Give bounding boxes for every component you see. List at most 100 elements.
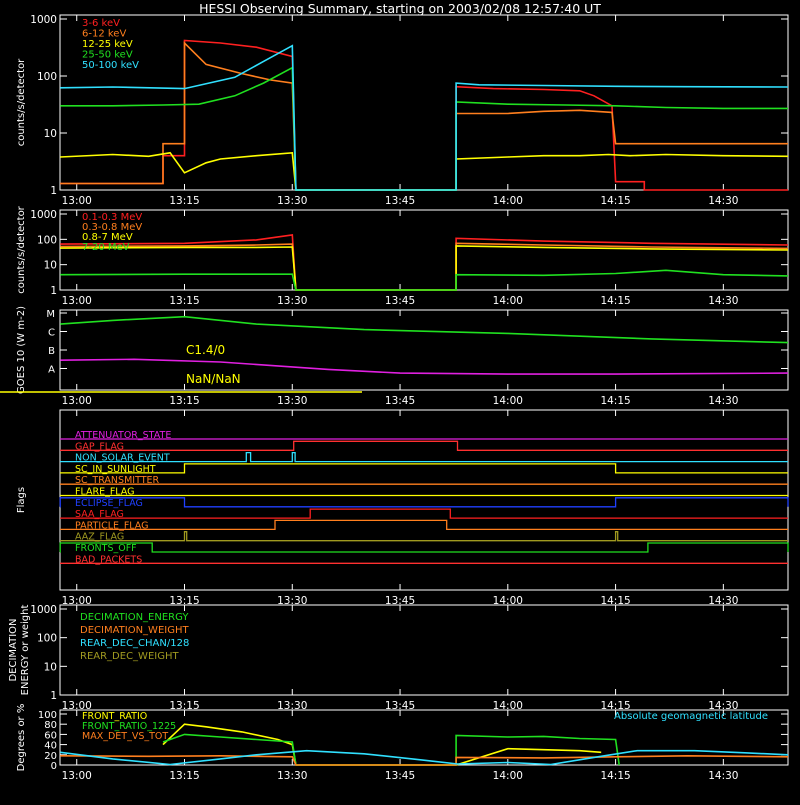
x-tick-label: 13:15 [169,700,199,712]
y-tick-label: 1 [50,185,57,197]
x-tick-label: 13:30 [277,395,307,407]
flag-line-8 [60,519,788,531]
flag-line-9 [60,531,788,542]
x-tick-label: 14:15 [600,395,630,407]
low-legend-1: 6-12 keV [82,29,126,40]
y-tick-label: 80 [44,720,57,731]
flag-line-2 [60,451,788,463]
ylabel-countrate-low: counts/s/detector [16,58,27,146]
flag-label-6: ECLIPSE_FLAG [75,498,143,509]
low-legend-0: 3-6 keV [82,18,120,29]
flag-label-4: SC_TRANSMITTER [75,475,160,486]
y-tick-label: B [48,346,55,357]
y-tick-label: 40 [44,741,57,752]
flag-line-10 [59,542,789,553]
ratio-legend-2: MAX_DET_VS_TOT [82,731,168,742]
series-goes-1 [60,358,789,375]
x-tick-label: 13:45 [385,700,415,712]
y-tick-label: 100 [37,633,57,645]
flag-label-2: NON_SOLAR_EVENT [75,453,170,464]
flag-line-7 [60,508,788,519]
series-ratio-3 [60,749,789,766]
flag-line-6 [59,497,789,508]
y-tick-label: M [46,309,55,320]
x-tick-label: 14:30 [708,295,738,307]
x-tick-label: 14:00 [493,195,523,207]
x-tick-label: 13:30 [277,700,307,712]
x-tick-label: 14:00 [493,770,523,782]
flag-label-0: ATTENUATOR_STATE [75,430,171,441]
y-tick-label: 0 [51,761,57,772]
series-high-0 [60,233,789,291]
series-goes-0 [60,315,789,344]
x-tick-label: 13:00 [62,700,92,712]
x-tick-label: 14:00 [493,295,523,307]
x-tick-label: 14:30 [708,195,738,207]
x-tick-label: 13:45 [385,295,415,307]
y-tick-label: 10 [44,260,57,272]
x-tick-label: 13:00 [62,395,92,407]
x-tick-label: 13:15 [169,395,199,407]
series-ratio-0 [162,723,602,766]
low-legend-2: 12-25 keV [82,39,133,50]
ylabel-decimation-2: ENERGY or weight [20,605,31,696]
y-tick-label: 1 [50,690,57,702]
x-tick-label: 13:45 [385,595,415,607]
series-high-2 [60,245,789,291]
decimation-legend-2: REAR_DEC_CHAN/128 [80,638,189,649]
flag-label-11: BAD_PACKETS [75,554,142,565]
y-tick-label: 20 [44,751,57,762]
ylabel-goes: GOES 10 (W m-2) [16,306,27,394]
series-low-2 [60,151,789,191]
panel-frame-1 [59,14,789,191]
x-tick-label: 14:30 [708,595,738,607]
panel-frame-5 [59,604,789,696]
flag-label-7: SAA_FLAG [75,509,124,520]
x-tick-label: 14:15 [600,195,630,207]
flag-label-10: FRONTS_OFF [75,543,137,554]
flag-label-5: FLARE_FLAG [75,487,135,498]
flag-label-3: SC_IN_SUNLIGHT [75,464,156,475]
y-tick-label: 60 [44,730,57,741]
ratio-legend-0: FRONT_RATIO [82,711,147,722]
high-legend-1: 0.3-0.8 MeV [82,222,142,233]
flag-label-8: PARTICLE_FLAG [75,520,148,531]
low-legend-4: 50-100 keV [82,60,139,71]
high-legend-2: 0.8-7 MeV [82,232,133,243]
x-tick-label: 14:30 [708,770,738,782]
y-tick-label: 10 [44,661,57,673]
goes-annotation-nan: NaN/NaN [186,372,241,386]
x-tick-label: 14:30 [708,395,738,407]
y-tick-label: 1000 [30,14,57,26]
ratio-legend-latitude: Absolute geomagnetic latitude [614,711,768,722]
x-tick-label: 13:15 [169,595,199,607]
y-tick-label: C [48,328,55,339]
chart-title: HESSI Observing Summary, starting on 200… [199,1,601,16]
y-tick-label: A [48,365,55,376]
x-tick-label: 13:30 [277,195,307,207]
flag-line-3 [60,463,788,474]
x-tick-label: 13:15 [169,770,199,782]
goes-annotation-class: C1.4/0 [186,343,225,357]
flag-label-1: GAP_FLAG [75,441,124,452]
y-tick-label: 1000 [30,604,57,616]
x-tick-label: 13:30 [277,295,307,307]
x-tick-label: 13:45 [385,195,415,207]
ylabel-decimation-1: DECIMATION [8,618,19,681]
x-tick-label: 13:15 [169,195,199,207]
series-high-3 [60,269,789,291]
x-tick-label: 13:00 [62,195,92,207]
y-tick-label: 100 [37,234,57,246]
series-ratio-2 [60,754,789,766]
ratio-legend-1: FRONT_RATIO_1225 [82,721,176,732]
x-tick-label: 13:30 [277,595,307,607]
x-tick-label: 13:15 [169,295,199,307]
panel-frame-3 [59,309,789,391]
x-tick-label: 14:00 [493,595,523,607]
ylabel-flags: Flags [16,487,27,513]
flag-label-9: AAZ_FLAG [75,532,124,543]
x-tick-label: 13:30 [277,770,307,782]
high-legend-3: 7-20 MeV [82,242,130,253]
